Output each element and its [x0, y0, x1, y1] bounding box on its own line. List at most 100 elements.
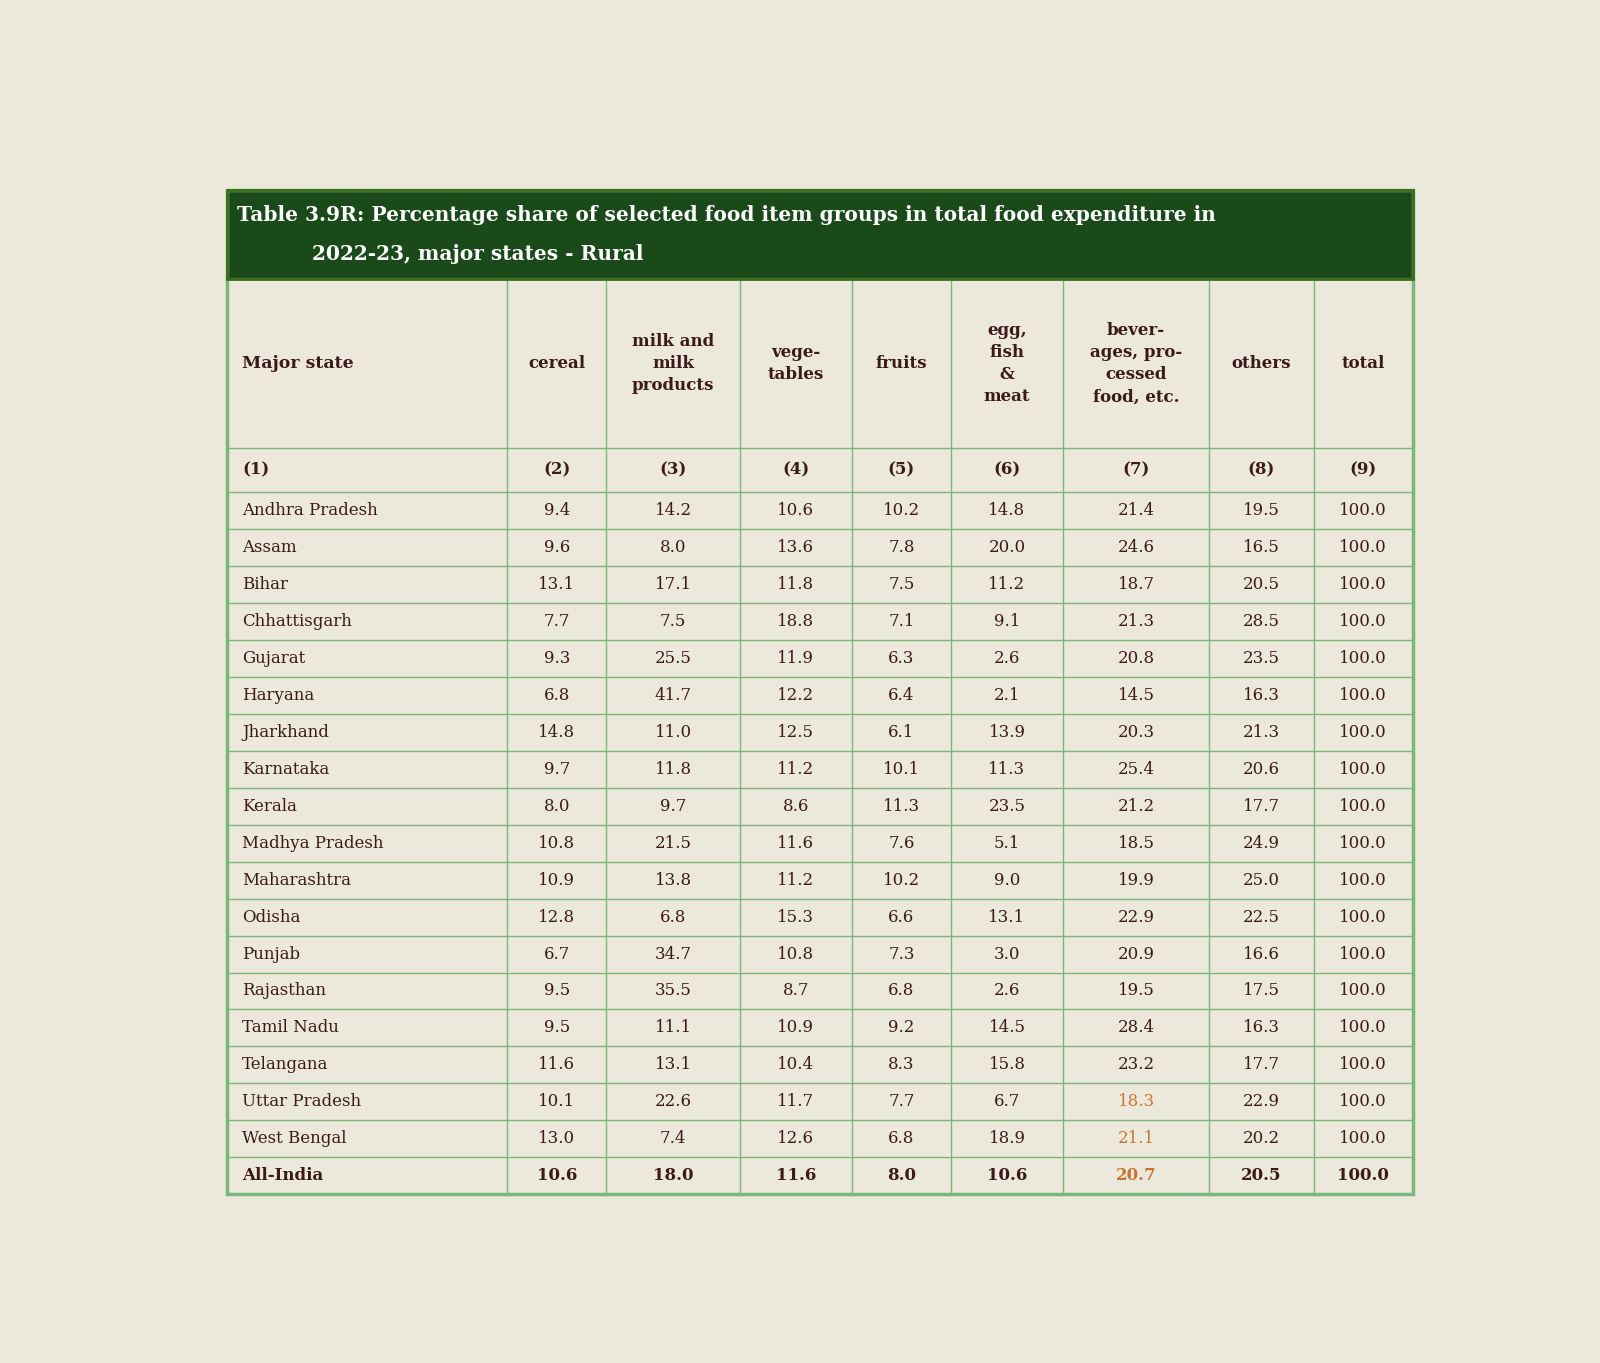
- Text: 100.0: 100.0: [1339, 946, 1387, 962]
- Text: 28.4: 28.4: [1117, 1020, 1155, 1036]
- Text: 28.5: 28.5: [1243, 613, 1280, 630]
- Text: 8.3: 8.3: [888, 1056, 915, 1074]
- Text: 100.0: 100.0: [1339, 650, 1387, 667]
- Text: 19.5: 19.5: [1243, 502, 1280, 519]
- Text: 34.7: 34.7: [654, 946, 691, 962]
- Text: 10.8: 10.8: [538, 834, 576, 852]
- Text: 22.9: 22.9: [1243, 1093, 1280, 1111]
- Text: Karnataka: Karnataka: [242, 761, 330, 778]
- Text: 24.9: 24.9: [1243, 834, 1280, 852]
- Text: 7.1: 7.1: [888, 613, 915, 630]
- Text: 100.0: 100.0: [1339, 761, 1387, 778]
- Text: 16.3: 16.3: [1243, 1020, 1280, 1036]
- Text: 6.8: 6.8: [659, 909, 686, 925]
- Text: milk and
milk
products: milk and milk products: [632, 333, 714, 394]
- Text: vege-
tables: vege- tables: [768, 343, 824, 383]
- Text: 9.4: 9.4: [544, 502, 570, 519]
- Text: 7.7: 7.7: [544, 613, 570, 630]
- Text: 3.0: 3.0: [994, 946, 1021, 962]
- Text: 13.1: 13.1: [538, 577, 576, 593]
- Text: 13.8: 13.8: [654, 872, 691, 889]
- Text: 12.5: 12.5: [778, 724, 814, 741]
- Text: 2022-23, major states - Rural: 2022-23, major states - Rural: [312, 244, 643, 264]
- Text: 9.3: 9.3: [544, 650, 570, 667]
- Text: 10.6: 10.6: [987, 1167, 1027, 1184]
- Text: 7.8: 7.8: [888, 540, 915, 556]
- Text: (7): (7): [1122, 462, 1150, 478]
- Text: (5): (5): [888, 462, 915, 478]
- Text: 12.8: 12.8: [538, 909, 576, 925]
- Text: 6.8: 6.8: [888, 1130, 915, 1148]
- Text: 16.6: 16.6: [1243, 946, 1280, 962]
- Text: 19.9: 19.9: [1118, 872, 1155, 889]
- Text: 5.1: 5.1: [994, 834, 1021, 852]
- Text: Gujarat: Gujarat: [242, 650, 306, 667]
- Text: (2): (2): [542, 462, 570, 478]
- Text: 7.5: 7.5: [659, 613, 686, 630]
- Text: 9.7: 9.7: [659, 797, 686, 815]
- Text: 14.5: 14.5: [989, 1020, 1026, 1036]
- Text: 20.6: 20.6: [1243, 761, 1280, 778]
- Text: 18.9: 18.9: [989, 1130, 1026, 1148]
- Text: (6): (6): [994, 462, 1021, 478]
- Text: Uttar Pradesh: Uttar Pradesh: [242, 1093, 362, 1111]
- Text: 11.7: 11.7: [778, 1093, 814, 1111]
- Text: 10.9: 10.9: [778, 1020, 814, 1036]
- Text: 100.0: 100.0: [1339, 1056, 1387, 1074]
- Text: 10.4: 10.4: [778, 1056, 814, 1074]
- Text: 11.1: 11.1: [654, 1020, 691, 1036]
- Text: total: total: [1341, 356, 1386, 372]
- Text: 25.0: 25.0: [1243, 872, 1280, 889]
- Text: Jharkhand: Jharkhand: [242, 724, 330, 741]
- Text: Punjab: Punjab: [242, 946, 301, 962]
- Text: Haryana: Haryana: [242, 687, 315, 703]
- Text: 2.6: 2.6: [994, 983, 1021, 999]
- Text: 11.6: 11.6: [538, 1056, 576, 1074]
- Text: 20.3: 20.3: [1117, 724, 1155, 741]
- Text: 10.1: 10.1: [538, 1093, 576, 1111]
- Text: 8.6: 8.6: [782, 797, 810, 815]
- Text: 100.0: 100.0: [1339, 577, 1387, 593]
- Text: Maharashtra: Maharashtra: [242, 872, 350, 889]
- Text: 13.1: 13.1: [989, 909, 1026, 925]
- Text: 7.6: 7.6: [888, 834, 915, 852]
- Text: fruits: fruits: [875, 356, 926, 372]
- Text: 13.9: 13.9: [989, 724, 1026, 741]
- Text: 20.7: 20.7: [1115, 1167, 1157, 1184]
- Text: 6.8: 6.8: [544, 687, 570, 703]
- Text: 23.5: 23.5: [1243, 650, 1280, 667]
- Text: 25.5: 25.5: [654, 650, 691, 667]
- Text: 10.2: 10.2: [883, 872, 920, 889]
- Text: 14.5: 14.5: [1117, 687, 1155, 703]
- Text: 6.6: 6.6: [888, 909, 915, 925]
- Text: 18.7: 18.7: [1117, 577, 1155, 593]
- Text: Telangana: Telangana: [242, 1056, 328, 1074]
- Text: 23.5: 23.5: [989, 797, 1026, 815]
- Text: 21.5: 21.5: [654, 834, 691, 852]
- Text: others: others: [1232, 356, 1291, 372]
- Text: 2.1: 2.1: [994, 687, 1021, 703]
- Text: 18.0: 18.0: [653, 1167, 693, 1184]
- Text: 18.5: 18.5: [1117, 834, 1155, 852]
- Text: Tamil Nadu: Tamil Nadu: [242, 1020, 339, 1036]
- Text: cereal: cereal: [528, 356, 586, 372]
- Text: 11.6: 11.6: [776, 1167, 816, 1184]
- Text: 11.9: 11.9: [778, 650, 814, 667]
- Text: 100.0: 100.0: [1339, 1020, 1387, 1036]
- Text: 10.6: 10.6: [536, 1167, 578, 1184]
- Text: (8): (8): [1248, 462, 1275, 478]
- Text: 14.8: 14.8: [538, 724, 576, 741]
- Text: 10.1: 10.1: [883, 761, 920, 778]
- Text: 20.0: 20.0: [989, 540, 1026, 556]
- Text: 25.4: 25.4: [1117, 761, 1155, 778]
- Text: 8.7: 8.7: [782, 983, 810, 999]
- Text: 100.0: 100.0: [1339, 872, 1387, 889]
- Text: 9.6: 9.6: [544, 540, 570, 556]
- Text: 22.5: 22.5: [1243, 909, 1280, 925]
- Text: Major state: Major state: [242, 356, 354, 372]
- Text: 41.7: 41.7: [654, 687, 691, 703]
- Text: 11.2: 11.2: [778, 872, 814, 889]
- Text: 2.6: 2.6: [994, 650, 1021, 667]
- Text: 100.0: 100.0: [1339, 613, 1387, 630]
- Text: 100.0: 100.0: [1339, 909, 1387, 925]
